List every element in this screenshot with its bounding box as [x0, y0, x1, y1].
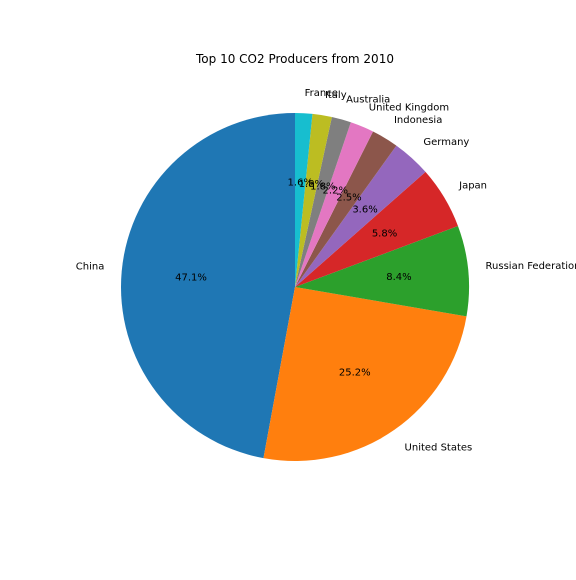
pie-slice-united-states	[263, 287, 467, 462]
slice-label-indonesia: Indonesia	[394, 115, 442, 126]
slice-label-france: France	[305, 88, 338, 99]
slice-percent-japan: 5.8%	[372, 228, 397, 239]
pie-slice-australia	[295, 116, 351, 288]
slice-label-china: China	[76, 262, 105, 273]
pie-slice-japan	[295, 171, 458, 287]
pie-slices	[120, 113, 469, 462]
pie-slice-indonesia	[295, 131, 397, 287]
pie-percent-labels: 47.1% 25.2% 8.4% 5.8% 3.6%2.5%2.2%1.8%1.8%1.…	[175, 178, 412, 379]
slice-percent-germany: 3.6%	[352, 205, 377, 216]
chart-title: Top 10 CO2 Producers from 2010	[195, 52, 394, 66]
slice-percent-united-states: 25.2%	[339, 368, 371, 379]
slice-label-australia: Australia	[346, 95, 390, 106]
pie-slice-united-kingdom	[295, 122, 374, 287]
slice-percent-united-kingdom: 2.2%	[323, 186, 348, 197]
slice-label-germany: Germany	[423, 137, 469, 148]
slice-label-italy: Italy	[325, 90, 347, 101]
pie-slice-italy	[295, 113, 332, 287]
slice-percent-australia: 1.8%	[310, 181, 335, 192]
pie-slice-russian-federation	[295, 226, 469, 317]
pie-slice-labels: China United States Russian Federation Japa…	[76, 88, 576, 454]
slice-label-russian-federation: Russian Federation	[486, 261, 576, 272]
pie-slice-germany	[295, 145, 426, 287]
slice-percent-indonesia: 2.5%	[336, 193, 361, 204]
pie-slice-france	[295, 113, 313, 287]
slice-label-japan: Japan	[458, 181, 487, 192]
slice-percent-italy: 1.8%	[299, 179, 324, 190]
slice-percent-china: 47.1%	[175, 273, 207, 284]
slice-percent-russian-federation: 8.4%	[386, 272, 411, 283]
pie-slice-china	[120, 113, 295, 459]
slice-percent-france: 1.6%	[288, 178, 313, 189]
slice-label-united-states: United States	[405, 442, 473, 453]
slice-label-united-kingdom: United Kingdom	[369, 102, 449, 113]
